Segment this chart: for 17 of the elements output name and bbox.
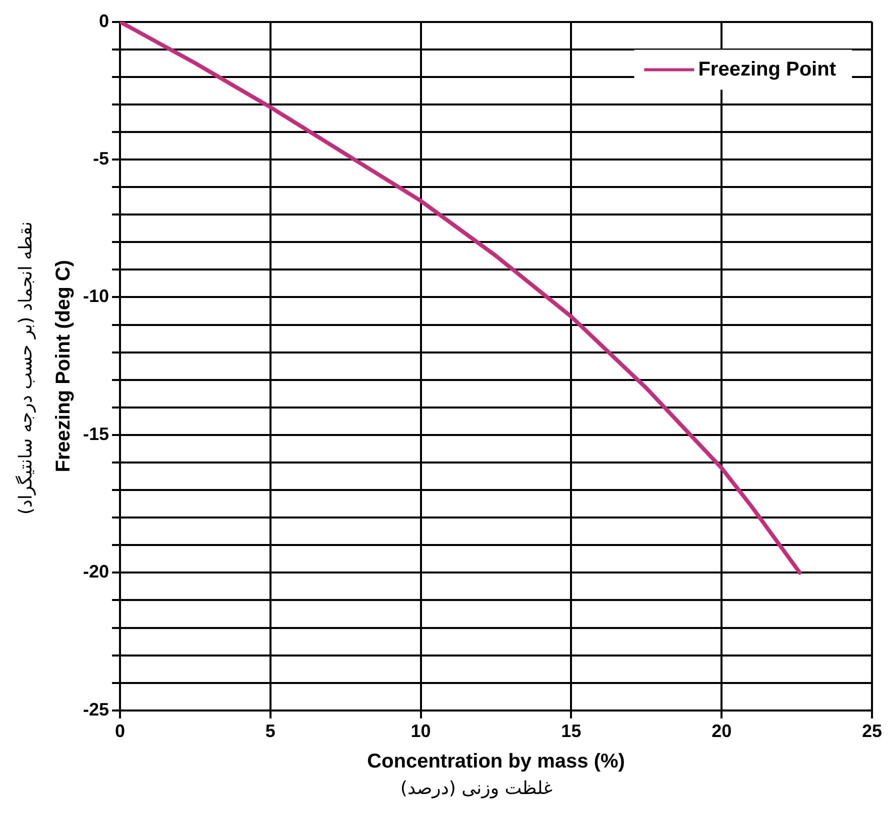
y-tick-label: -20 bbox=[83, 562, 110, 582]
x-tick-label: 0 bbox=[115, 721, 126, 742]
y-tick-label: -10 bbox=[83, 286, 110, 306]
x-axis-title: Concentration by mass (%) bbox=[367, 750, 625, 773]
y-tick-label: -25 bbox=[83, 699, 110, 720]
y-tick-label: -15 bbox=[83, 424, 110, 444]
legend-label: Freezing Point bbox=[698, 58, 836, 80]
text: غلظت وزنی (درصد) bbox=[399, 778, 554, 799]
x-tick-label: 20 bbox=[712, 721, 732, 742]
x-tick-label: 10 bbox=[410, 721, 431, 742]
y-tick-label: -5 bbox=[93, 148, 110, 168]
y-axis-title: Freezing Point (deg C) bbox=[52, 260, 75, 472]
x-tick-label: 15 bbox=[561, 721, 582, 742]
y-tick-label: 0 bbox=[99, 10, 110, 31]
x-tick-label: 5 bbox=[265, 721, 276, 742]
x-tick-label: 25 bbox=[862, 721, 882, 742]
text: نقطه انجماد (بر حسب درجه سانتیگراد) bbox=[16, 221, 36, 515]
